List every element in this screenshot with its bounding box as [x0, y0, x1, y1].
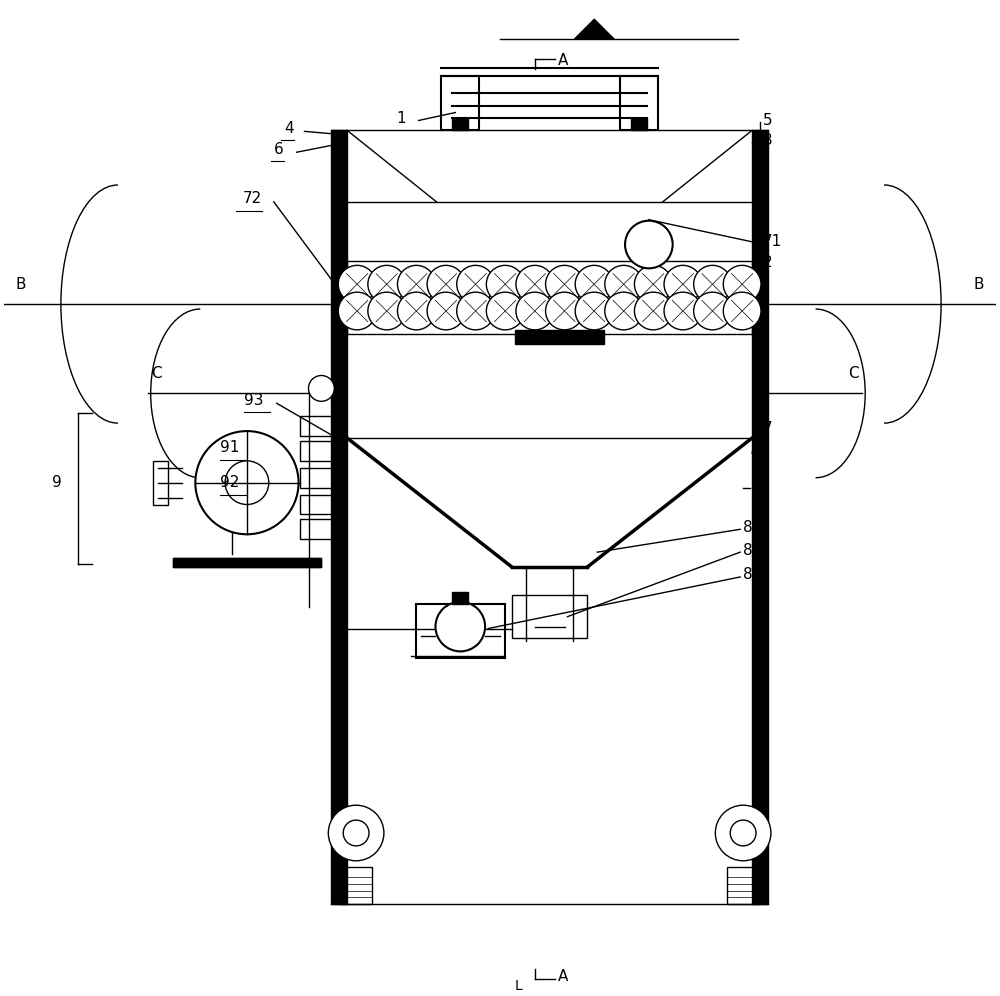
Text: 83: 83 [743, 568, 763, 583]
Text: C: C [151, 367, 161, 381]
Circle shape [694, 265, 731, 303]
Circle shape [723, 292, 761, 330]
Circle shape [427, 292, 465, 330]
Bar [340, 867, 372, 904]
Circle shape [546, 265, 583, 303]
Bar [300, 441, 343, 461]
Text: 3: 3 [763, 132, 773, 147]
Circle shape [397, 292, 435, 330]
Text: 93: 93 [244, 392, 263, 407]
Bar [416, 604, 505, 658]
Circle shape [575, 292, 613, 330]
Bar [300, 416, 343, 436]
Circle shape [546, 292, 583, 330]
Circle shape [338, 265, 376, 303]
Circle shape [723, 265, 761, 303]
Bar [727, 867, 759, 904]
Circle shape [195, 431, 299, 534]
Bar [631, 119, 647, 130]
Circle shape [516, 292, 554, 330]
Circle shape [664, 265, 702, 303]
Circle shape [516, 265, 554, 303]
Text: 81: 81 [743, 543, 762, 558]
Bar [452, 119, 468, 130]
Bar [300, 495, 343, 515]
Circle shape [694, 292, 731, 330]
Text: 1: 1 [396, 111, 406, 125]
Bar [300, 468, 343, 488]
Text: 71: 71 [763, 234, 782, 249]
Bar [173, 558, 321, 567]
Text: 72: 72 [243, 191, 262, 206]
Text: C: C [849, 367, 859, 381]
Bar [153, 461, 168, 505]
Circle shape [328, 805, 384, 861]
Text: B: B [16, 277, 26, 292]
Circle shape [486, 292, 524, 330]
Text: 6: 6 [274, 141, 284, 156]
Text: 5: 5 [763, 113, 773, 127]
Text: B: B [974, 277, 984, 292]
Circle shape [625, 221, 673, 268]
Text: 91: 91 [220, 440, 240, 455]
Circle shape [634, 265, 672, 303]
Text: A: A [558, 969, 568, 984]
Circle shape [427, 265, 465, 303]
Circle shape [486, 265, 524, 303]
Circle shape [715, 805, 771, 861]
Bar [752, 130, 768, 904]
Circle shape [338, 292, 376, 330]
Text: 9: 9 [52, 475, 61, 490]
Bar [441, 76, 479, 130]
Circle shape [368, 265, 406, 303]
Text: 4: 4 [284, 121, 294, 135]
Bar [173, 558, 321, 567]
Text: 7: 7 [763, 420, 773, 435]
Text: 82: 82 [743, 520, 762, 535]
Circle shape [605, 265, 643, 303]
Text: L: L [515, 979, 523, 993]
Text: 92: 92 [220, 475, 240, 490]
Circle shape [397, 265, 435, 303]
Circle shape [343, 820, 369, 846]
Circle shape [605, 292, 643, 330]
Circle shape [730, 820, 756, 846]
Circle shape [308, 375, 334, 401]
Circle shape [457, 265, 494, 303]
Bar [331, 130, 347, 904]
Circle shape [634, 292, 672, 330]
Text: 2: 2 [763, 255, 773, 270]
Bar [300, 519, 343, 539]
Circle shape [435, 602, 485, 651]
Bar [620, 76, 658, 130]
Bar [515, 330, 604, 344]
Circle shape [368, 292, 406, 330]
Text: 8: 8 [753, 478, 763, 493]
Circle shape [225, 461, 269, 505]
Polygon shape [574, 19, 614, 39]
Bar [512, 595, 587, 638]
Circle shape [664, 292, 702, 330]
Circle shape [457, 292, 494, 330]
Text: A: A [558, 54, 568, 69]
Circle shape [575, 265, 613, 303]
Bar [452, 592, 468, 604]
